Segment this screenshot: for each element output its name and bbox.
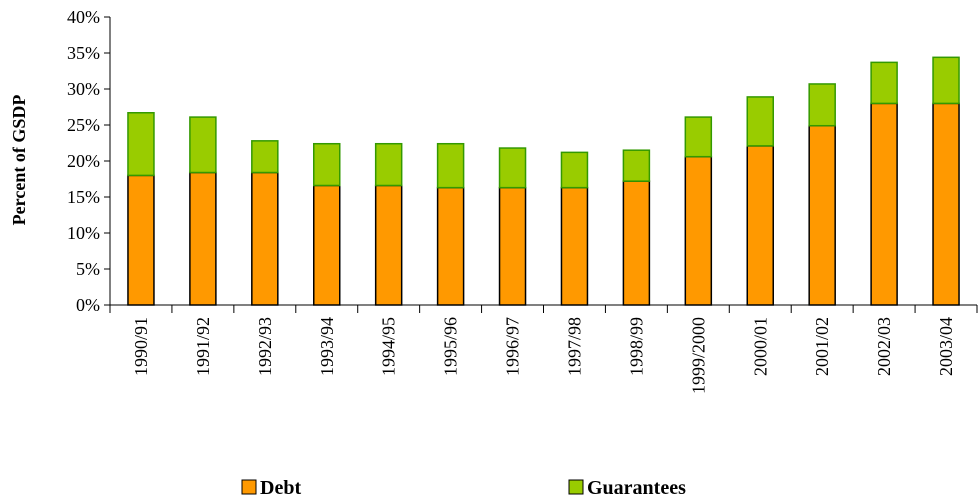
- bar-debt-1996-97: [498, 186, 527, 306]
- bar-debt-1998-99: [622, 180, 651, 306]
- legend-swatch-debt: [241, 479, 257, 495]
- bar-debt-1992-93: [251, 171, 279, 306]
- x-tick-label: 1992/93: [255, 317, 275, 376]
- x-tick-label: 1998/99: [626, 317, 646, 376]
- y-tick-label: 15%: [67, 187, 100, 207]
- bars: [127, 56, 960, 306]
- bar-debt-1995-96: [436, 186, 465, 306]
- legend-swatch-guarantees: [568, 479, 584, 495]
- x-tick-label: 2000/01: [750, 317, 770, 376]
- bar-debt-1994-95: [374, 184, 403, 306]
- x-tick-label: 1996/97: [503, 317, 523, 376]
- bar-guarantees-1996-97: [498, 147, 527, 189]
- y-tick-label: 30%: [67, 79, 100, 99]
- x-axis: 1990/91 1991/92 1992/93 1993/94 1994/95 1995/…: [109, 304, 978, 394]
- bar-debt-2002-03: [870, 102, 898, 306]
- y-tick-label: 25%: [67, 115, 100, 135]
- bar-debt-2001-02: [808, 124, 836, 306]
- bar-guarantees-1993-94: [313, 142, 341, 187]
- bar-guarantees-1990-91: [127, 112, 155, 177]
- x-tick-label: 2002/03: [874, 317, 894, 376]
- bar-debt-1991-92: [189, 171, 217, 306]
- bar-guarantees-1992-93: [251, 140, 279, 174]
- bar-debt-1990-91: [127, 174, 155, 306]
- y-tick-label: 10%: [67, 223, 100, 243]
- bar-guarantees-1997-98: [560, 151, 589, 189]
- x-tick-label: 2001/02: [812, 317, 832, 376]
- bar-guarantees-1995-96: [436, 142, 465, 189]
- x-tick-label: 1997/98: [564, 317, 584, 376]
- bar-debt-1999-2000: [684, 155, 713, 306]
- x-tick-label: 1999/2000: [688, 317, 708, 394]
- bar-debt-2003-04: [932, 102, 960, 306]
- bar-guarantees-2001-02: [808, 83, 836, 127]
- bar-guarantees-2000-01: [746, 96, 774, 147]
- x-tick-label: 1993/94: [317, 317, 337, 376]
- legend-label-debt: Debt: [260, 477, 301, 499]
- bar-guarantees-1991-92: [189, 116, 217, 174]
- x-tick-label: 2003/04: [936, 317, 956, 376]
- bar-guarantees-2003-04: [932, 56, 960, 105]
- bar-debt-1993-94: [313, 184, 341, 306]
- x-tick-label: 1991/92: [193, 317, 213, 376]
- y-tick-label: 0%: [76, 295, 100, 315]
- x-tick-label: 1995/96: [441, 317, 461, 376]
- bar-guarantees-1999-2000: [684, 116, 713, 158]
- legend-label-guarantees: Guarantees: [587, 477, 686, 499]
- y-axis-title: Percent of GSDP: [9, 95, 29, 226]
- bar-guarantees-2002-03: [870, 61, 898, 105]
- y-tick-label: 5%: [76, 259, 100, 279]
- bar-debt-1997-98: [560, 186, 589, 306]
- y-tick-label: 40%: [67, 7, 100, 27]
- y-tick-label: 35%: [67, 43, 100, 63]
- bar-debt-2000-01: [746, 145, 774, 306]
- x-tick-label: 1994/95: [379, 317, 399, 376]
- bar-guarantees-1994-95: [374, 142, 403, 187]
- legend: Debt Guarantees: [241, 477, 686, 499]
- bar-guarantees-1998-99: [622, 149, 651, 182]
- y-tick-label: 20%: [67, 151, 100, 171]
- x-tick-label: 1990/91: [131, 317, 151, 376]
- y-axis: 0% 5% 10% 15% 20% 25% 30% 35% 40%: [67, 7, 111, 315]
